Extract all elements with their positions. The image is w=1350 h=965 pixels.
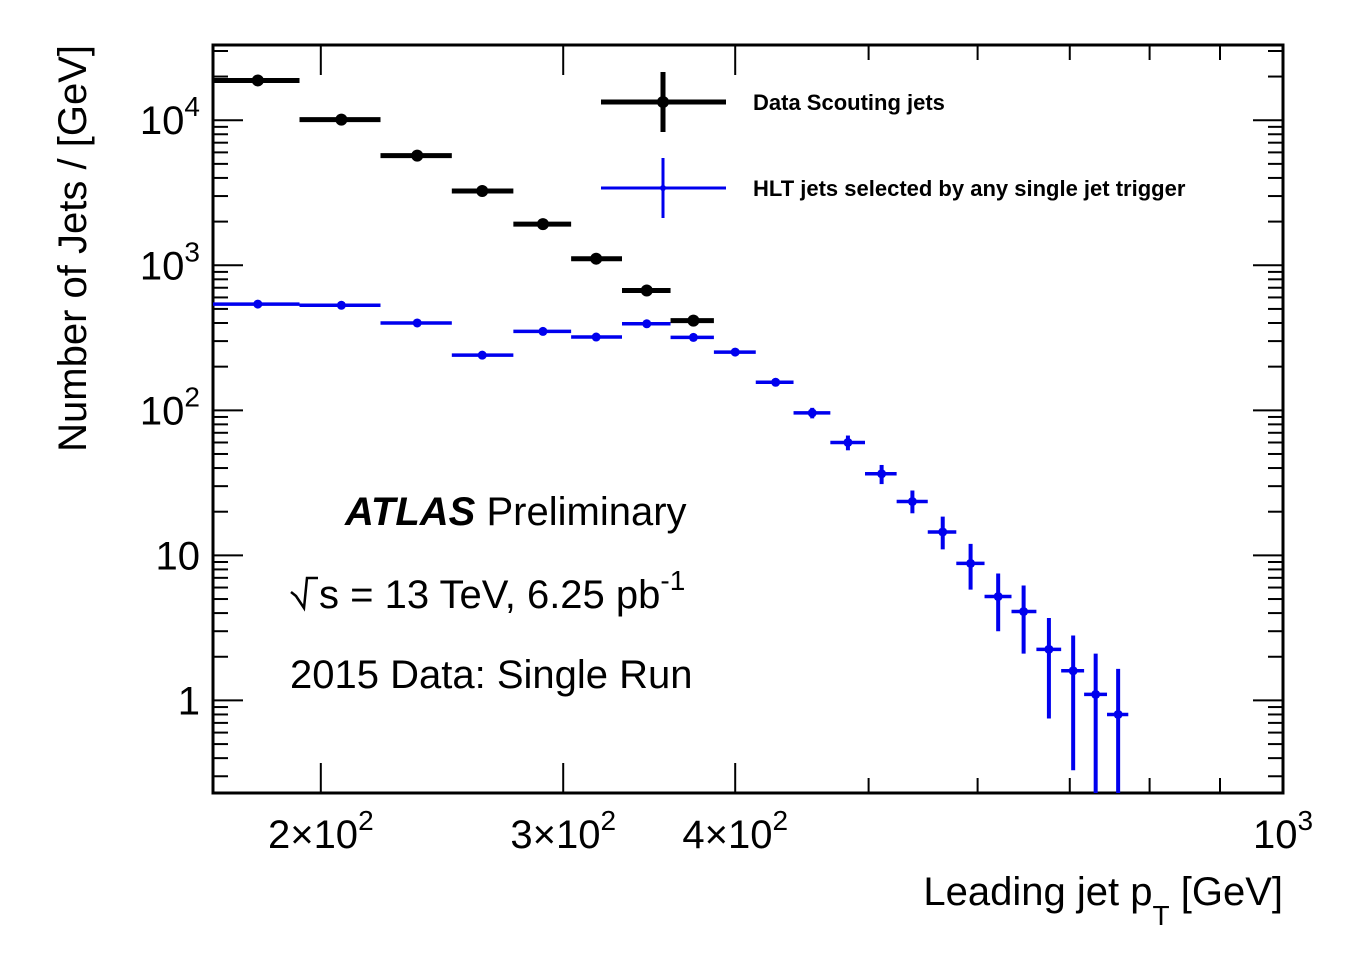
data-point — [688, 332, 698, 342]
x-tick-mantissa: 2 — [268, 813, 290, 857]
data-point — [251, 74, 264, 87]
data-point — [640, 284, 653, 297]
series-1 — [213, 299, 1129, 793]
x-tick-base: 10 — [556, 813, 601, 857]
data-point — [730, 347, 740, 357]
y-tick-label: 10 — [156, 534, 201, 578]
data-point — [877, 469, 887, 479]
data-point — [1113, 709, 1123, 719]
y-tick-exp: 3 — [184, 236, 200, 267]
x-tick-times: × — [533, 813, 556, 857]
data-point — [536, 218, 549, 231]
legend-label: Data Scouting jets — [753, 90, 945, 115]
x-tick-label: 2×102 — [268, 805, 374, 857]
x-tick-mantissa: 3 — [510, 813, 532, 857]
x-tick-base: 10 — [314, 813, 359, 857]
y-tick-base: 10 — [140, 244, 185, 288]
series-0 — [213, 74, 714, 327]
data-point — [253, 299, 263, 309]
y-tick-label: 1 — [178, 679, 200, 723]
x-axis-title: Leading jet pT [GeV] — [923, 870, 1283, 931]
data-point — [771, 377, 781, 387]
data-point — [907, 497, 917, 507]
data-point — [807, 408, 817, 418]
data-point — [966, 558, 976, 568]
data-point — [477, 350, 487, 360]
data-point — [938, 527, 948, 537]
x-tick-label: 3×102 — [510, 805, 616, 857]
legend-marker-dot — [657, 96, 669, 108]
y-tick-base: 10 — [140, 389, 185, 433]
y-tick-exp: 2 — [184, 381, 200, 412]
data-point — [590, 252, 603, 265]
y-tick-label: 104 — [140, 91, 200, 143]
axis-ticks — [213, 45, 1284, 793]
data-point — [591, 332, 601, 342]
y-tick-label: 102 — [140, 381, 200, 433]
data-point — [1091, 689, 1101, 699]
x-tick-mantissa: 4 — [682, 813, 704, 857]
data-point — [1068, 666, 1078, 676]
legend: Data Scouting jets HLT jets selected by a… — [601, 72, 1186, 218]
x-tick-exp: 2 — [358, 805, 374, 836]
data-point — [335, 113, 348, 126]
plot-frame — [211, 43, 1285, 795]
data-point — [843, 437, 853, 447]
legend-label: HLT jets selected by any single jet trig… — [753, 176, 1186, 201]
svg-text:s = 13 TeV, 6.25 pb-1: s = 13 TeV, 6.25 pb-1 — [319, 565, 685, 617]
data-point — [687, 314, 700, 327]
x-tick-exp: 3 — [1297, 805, 1313, 836]
y-tick-base: 1 — [178, 679, 200, 723]
x-tick-base: 10 — [1253, 813, 1298, 857]
data-point — [336, 300, 346, 310]
x-tick-exp: 2 — [600, 805, 616, 836]
data-point — [642, 319, 652, 329]
x-tick-base: 10 — [728, 813, 773, 857]
y-tick-label: 103 — [140, 236, 200, 288]
legend-marker-dot — [660, 185, 666, 191]
data-point — [1044, 644, 1054, 654]
data-point — [1019, 607, 1029, 617]
y-tick-base: 10 — [156, 534, 201, 578]
data-point — [993, 592, 1003, 602]
y-tick-exp: 4 — [184, 91, 200, 122]
x-tick-label: 103 — [1253, 805, 1313, 857]
x-tick-times: × — [290, 813, 313, 857]
data-point — [538, 326, 548, 336]
y-tick-base: 10 — [140, 99, 185, 143]
y-axis-title: Number of Jets / [GeV] — [51, 45, 95, 452]
run-label: 2015 Data: Single Run — [290, 653, 693, 697]
sqrt-symbol — [290, 576, 318, 612]
data-point — [476, 185, 489, 198]
energy-label: s = 13 TeV, 6.25 pb-1 — [290, 565, 685, 617]
x-tick-exp: 2 — [772, 805, 788, 836]
data-series — [213, 74, 1129, 793]
x-tick-label: 4×102 — [682, 805, 788, 857]
data-point — [412, 318, 422, 328]
data-point — [411, 149, 424, 162]
atlas-label: ATLAS Preliminary — [344, 490, 687, 534]
x-tick-times: × — [705, 813, 728, 857]
